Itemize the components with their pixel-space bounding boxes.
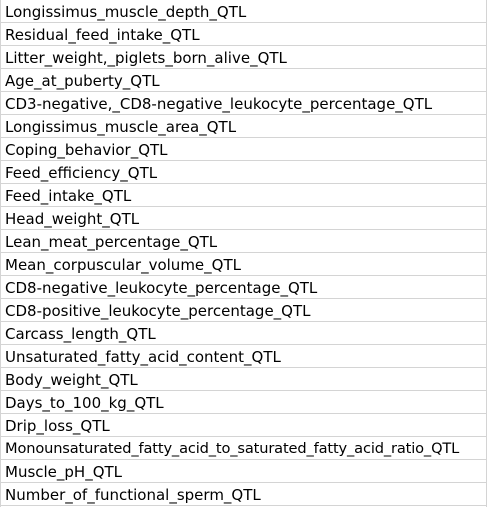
table-row[interactable]: Litter_weight,_piglets_born_alive_QTL xyxy=(1,46,487,69)
cell-text[interactable]: Head_weight_QTL xyxy=(5,210,140,228)
table-row[interactable]: Number_of_functional_sperm_QTL xyxy=(1,483,487,506)
table-row[interactable]: Muscle_pH_QTL xyxy=(1,460,487,483)
table-row[interactable]: Drip_loss_QTL xyxy=(1,414,487,437)
table-row[interactable]: Monounsaturated_fatty_acid_to_saturated_… xyxy=(1,437,487,460)
table-row[interactable]: Body_weight_QTL xyxy=(1,368,487,391)
cell-text[interactable]: CD3-negative,_CD8-negative_leukocyte_per… xyxy=(5,95,433,113)
table-row[interactable]: CD8-negative_leukocyte_percentage_QTL xyxy=(1,276,487,299)
cell-text[interactable]: Number_of_functional_sperm_QTL xyxy=(5,486,261,504)
table-row[interactable]: Longissimus_muscle_depth_QTL xyxy=(1,0,487,23)
cell-text[interactable]: Longissimus_muscle_depth_QTL xyxy=(5,3,247,21)
table-row[interactable]: Days_to_100_kg_QTL xyxy=(1,391,487,414)
cell-text[interactable]: Carcass_length_QTL xyxy=(5,325,156,343)
table-row[interactable]: Head_weight_QTL xyxy=(1,207,487,230)
cell-text[interactable]: Longissimus_muscle_area_QTL xyxy=(5,118,237,136)
cell-text[interactable]: Days_to_100_kg_QTL xyxy=(5,394,164,412)
cell-text[interactable]: Feed_efficiency_QTL xyxy=(5,164,158,182)
cell-text[interactable]: Residual_feed_intake_QTL xyxy=(5,26,200,44)
cell-text[interactable]: CD8-positive_leukocyte_percentage_QTL xyxy=(5,302,311,320)
table-row[interactable]: Mean_corpuscular_volume_QTL xyxy=(1,253,487,276)
cell-text[interactable]: Unsaturated_fatty_acid_content_QTL xyxy=(5,348,281,366)
table-row[interactable]: Feed_intake_QTL xyxy=(1,184,487,207)
table-row[interactable]: CD3-negative,_CD8-negative_leukocyte_per… xyxy=(1,92,487,115)
table-row[interactable]: Feed_efficiency_QTL xyxy=(1,161,487,184)
cell-text[interactable]: Drip_loss_QTL xyxy=(5,417,110,435)
table-row[interactable]: Coping_behavior_QTL xyxy=(1,138,487,161)
cell-text[interactable]: Feed_intake_QTL xyxy=(5,187,132,205)
table-row[interactable]: Lean_meat_percentage_QTL xyxy=(1,230,487,253)
cell-text[interactable]: Body_weight_QTL xyxy=(5,371,138,389)
cell-text[interactable]: CD8-negative_leukocyte_percentage_QTL xyxy=(5,279,318,297)
table-row[interactable]: Unsaturated_fatty_acid_content_QTL xyxy=(1,345,487,368)
cell-text[interactable]: Litter_weight,_piglets_born_alive_QTL xyxy=(5,49,287,67)
table-row[interactable]: CD8-positive_leukocyte_percentage_QTL xyxy=(1,299,487,322)
cell-text[interactable]: Coping_behavior_QTL xyxy=(5,141,168,159)
cell-text[interactable]: Muscle_pH_QTL xyxy=(5,463,123,481)
table-row[interactable]: Carcass_length_QTL xyxy=(1,322,487,345)
cell-text[interactable]: Age_at_puberty_QTL xyxy=(5,72,160,90)
cell-text[interactable]: Monounsaturated_fatty_acid_to_saturated_… xyxy=(5,440,460,457)
cell-text[interactable]: Lean_meat_percentage_QTL xyxy=(5,233,218,251)
cell-text[interactable]: Mean_corpuscular_volume_QTL xyxy=(5,256,241,274)
table-row[interactable]: Age_at_puberty_QTL xyxy=(1,69,487,92)
table-row[interactable]: Residual_feed_intake_QTL xyxy=(1,23,487,46)
table-row[interactable]: Longissimus_muscle_area_QTL xyxy=(1,115,487,138)
